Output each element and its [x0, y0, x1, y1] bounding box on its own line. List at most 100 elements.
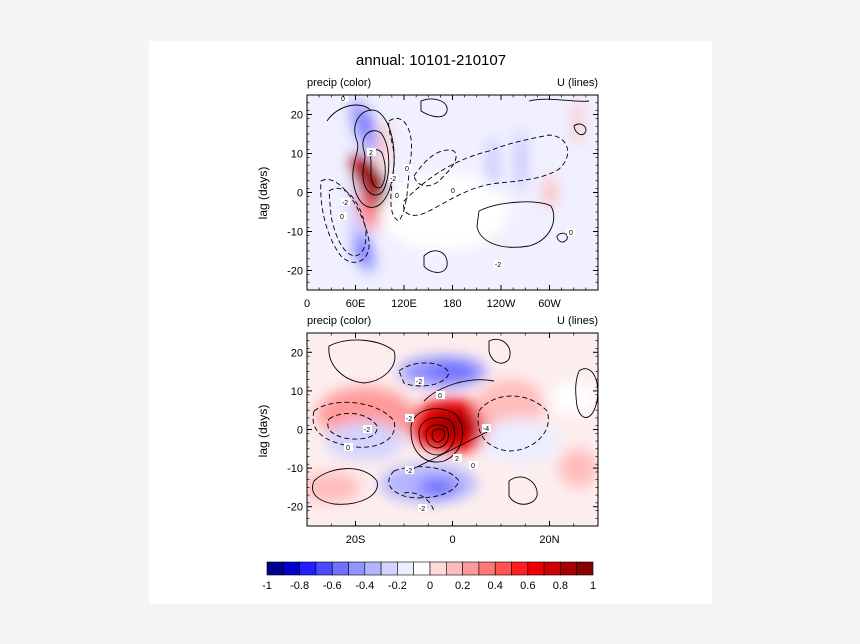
precip-anomaly-blob: [428, 361, 477, 382]
u-contour-negative: [477, 395, 549, 452]
u-contour: [528, 98, 590, 102]
x-tick-label: 120E: [391, 298, 417, 310]
u-contour: [312, 468, 378, 505]
contour-label: -2: [406, 416, 412, 423]
contour-label: -2: [495, 262, 501, 269]
contour-label-bg: [405, 414, 414, 422]
colorbar-swatch: [429, 561, 447, 576]
contour-label: -2: [406, 468, 412, 475]
colorbar-swatch: [560, 561, 577, 576]
u-contour-negative: [327, 412, 378, 440]
u-contour: [508, 476, 538, 505]
x-tick-label: 120W: [487, 298, 516, 310]
panel-bottom-left-label: precip (color): [307, 315, 371, 327]
contour-label: 0: [346, 445, 350, 452]
colorbar-label: -0.4: [355, 580, 374, 592]
contour-label-bg: [418, 504, 427, 512]
contour-label-bg: [344, 443, 353, 451]
colorbar-label: 1: [590, 580, 596, 592]
contour-label: 0: [471, 463, 475, 470]
x-tick-label: 20N: [539, 534, 559, 546]
colorbar-swatch: [462, 561, 480, 576]
precip-anomaly-blob: [379, 173, 510, 251]
panel-bottom-contour-labels: -2 0 -2 0 -4 -2 2 0 -2 -2: [344, 377, 491, 513]
colorbar-swatch: [576, 561, 594, 576]
x-tick-label: 60W: [538, 298, 561, 310]
u-contour: [431, 428, 445, 443]
precip-anomaly-blob: [549, 383, 598, 415]
colorbar-label: 0.2: [455, 580, 470, 592]
colorbar-label: 0.4: [488, 580, 503, 592]
u-contour: [423, 379, 495, 402]
colorbar-label: 0.8: [553, 580, 568, 592]
precip-anomaly-blob: [573, 98, 582, 146]
u-contour: [556, 232, 568, 243]
contour-label: -2: [342, 200, 348, 207]
panel-top-u-contours: [326, 98, 590, 273]
contour-label: 0: [340, 214, 344, 221]
colorbar: -1 -0.8 -0.6 -0.4 -0.2 0 0.2 0.4 0.6 0.8 1: [262, 561, 596, 592]
contour-label: 0: [405, 166, 409, 173]
contour-label-bg: [405, 466, 414, 474]
figure-svg: annual: 10101-210107 precip (color) U (l…: [256, 52, 599, 592]
contour-label: 2: [369, 150, 373, 157]
y-tick-label: 10: [291, 386, 303, 398]
contour-label: 0: [438, 393, 442, 400]
y-tick-label: -20: [287, 502, 303, 514]
contour-label: 2: [455, 456, 459, 463]
colorbar-swatch: [331, 561, 349, 576]
colorbar-swatch: [543, 561, 561, 576]
panel-bottom-u-contours-negative: [312, 362, 549, 512]
u-contour: [573, 123, 587, 136]
colorbar-swatch: [266, 561, 284, 576]
contour-label-bg: [393, 191, 402, 199]
contour-label-bg: [567, 228, 576, 236]
precip-anomaly-blob: [307, 471, 361, 503]
contour-label-bg: [389, 174, 398, 182]
u-contour-negative: [312, 401, 396, 448]
figure-title: annual: 10101-210107: [356, 52, 506, 69]
colorbar-swatch: [494, 561, 512, 576]
x-tick-label: 60E: [346, 298, 366, 310]
precip-anomaly-blob: [488, 137, 497, 193]
contour-label: -2: [419, 506, 425, 513]
panel-top-right-label: U (lines): [557, 77, 598, 89]
u-contour-negative: [320, 178, 370, 263]
u-contour: [418, 417, 456, 456]
panel-top-ylabel: lag (days): [256, 167, 270, 220]
panel-top-left-label: precip (color): [307, 77, 371, 89]
panel-bottom-ylabel: lag (days): [256, 405, 270, 458]
u-contour: [488, 339, 511, 364]
u-contour: [575, 368, 598, 418]
colorbar-swatch: [380, 561, 398, 576]
contour-label: -2: [416, 379, 422, 386]
precip-anomaly-blob: [517, 130, 526, 193]
y-tick-label: 20: [291, 347, 303, 359]
colorbar-swatch: [397, 561, 414, 576]
u-contour-negative: [403, 492, 435, 512]
precip-anomaly-blob: [543, 176, 556, 209]
contour-label-bg: [403, 164, 412, 172]
panel-top-u-contours-negative: [320, 118, 569, 263]
contour-label-bg: [367, 148, 376, 156]
colorbar-swatch: [364, 561, 382, 576]
y-tick-label: 10: [291, 149, 303, 161]
u-contour: [410, 408, 464, 463]
u-contour-negative: [403, 134, 569, 216]
colorbar-label: 0.6: [520, 580, 535, 592]
x-tick-label: 180: [443, 298, 461, 310]
contour-label: 0: [341, 96, 345, 103]
y-tick-label: 0: [297, 188, 303, 200]
precip-anomaly-blob: [481, 417, 560, 465]
contour-label: -2: [364, 427, 370, 434]
colorbar-label: -0.6: [323, 580, 342, 592]
colorbar-swatch: [445, 561, 463, 576]
precip-anomaly-blob: [348, 180, 358, 244]
colorbar-swatch: [413, 561, 431, 576]
panel-bottom: precip (color) U (lines) lag (days): [256, 315, 599, 546]
colorbar-swatch: [478, 561, 496, 576]
u-contour: [352, 109, 395, 208]
contour-label: 0: [569, 230, 573, 237]
u-contour: [423, 250, 448, 273]
